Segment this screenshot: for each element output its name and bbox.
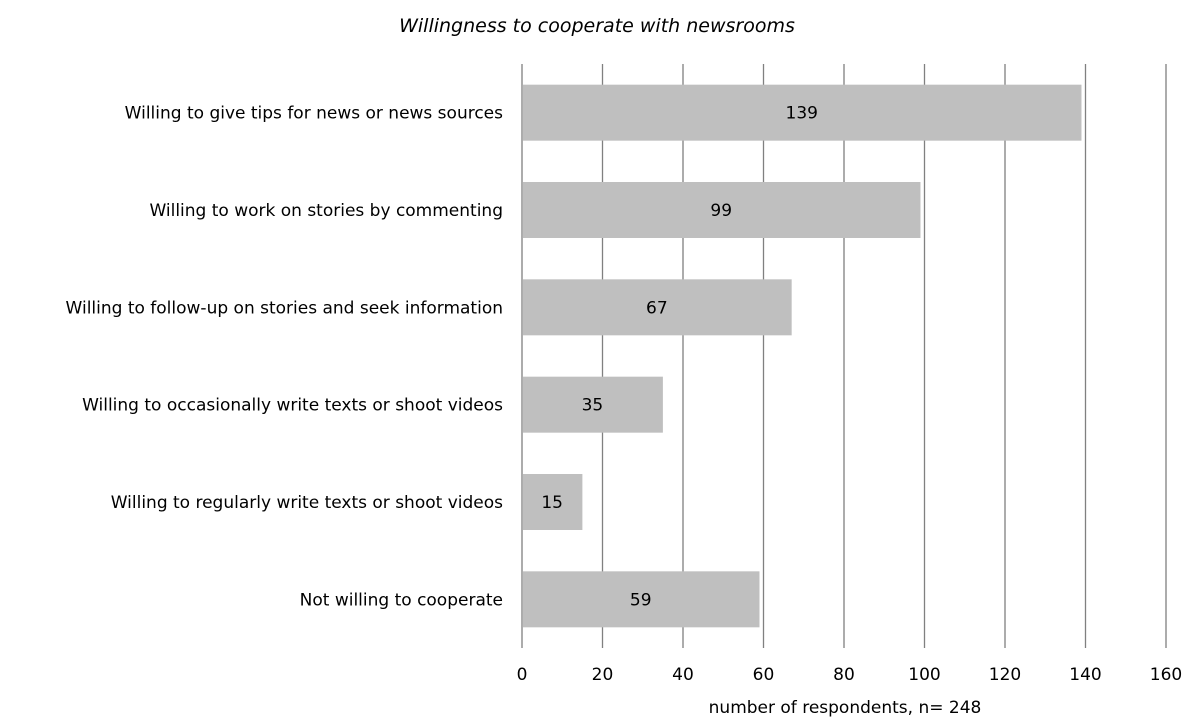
x-tick-label: 160	[1150, 665, 1182, 685]
x-tick-label: 120	[989, 665, 1021, 685]
axes: 0 20 40 60 80 100 120 140 160 Willing to give tip…	[66, 64, 1182, 685]
bar-value-label: 99	[710, 201, 732, 221]
bars: 139 99 67 35 15 59	[523, 84, 1082, 628]
gridlines	[601, 64, 1167, 648]
bar	[523, 571, 760, 628]
x-tick-label: 20	[592, 665, 614, 685]
bar	[523, 84, 1082, 141]
chart-title: Willingness to cooperate with newsrooms	[399, 15, 795, 37]
bar-value-label: 35	[582, 396, 604, 416]
category-label: Willing to regularly write texts or shoo…	[111, 493, 503, 513]
category-label: Willing to give tips for news or news so…	[125, 104, 503, 124]
bar-value-label: 67	[646, 298, 668, 318]
x-tick-label: 40	[672, 665, 694, 685]
x-tick-label: 100	[908, 665, 940, 685]
category-label: Willing to occasionally write texts or s…	[82, 396, 503, 416]
x-tick-label: 0	[517, 665, 528, 685]
bar-value-label: 15	[541, 493, 563, 513]
x-tick-label: 80	[833, 665, 855, 685]
bar	[523, 279, 792, 336]
bar	[523, 182, 921, 238]
x-tick-label: 140	[1069, 665, 1101, 685]
x-axis-label: number of respondents, n= 248	[709, 698, 982, 717]
bar-value-label: 139	[786, 104, 818, 124]
category-label: Willing to follow-up on stories and seek…	[66, 298, 503, 318]
category-label: Not willing to cooperate	[300, 590, 503, 610]
bar	[523, 376, 663, 433]
x-tick-label: 60	[753, 665, 775, 685]
category-label: Willing to work on stories by commenting	[149, 201, 503, 221]
bar	[523, 474, 583, 530]
bar-value-label: 59	[630, 590, 652, 610]
